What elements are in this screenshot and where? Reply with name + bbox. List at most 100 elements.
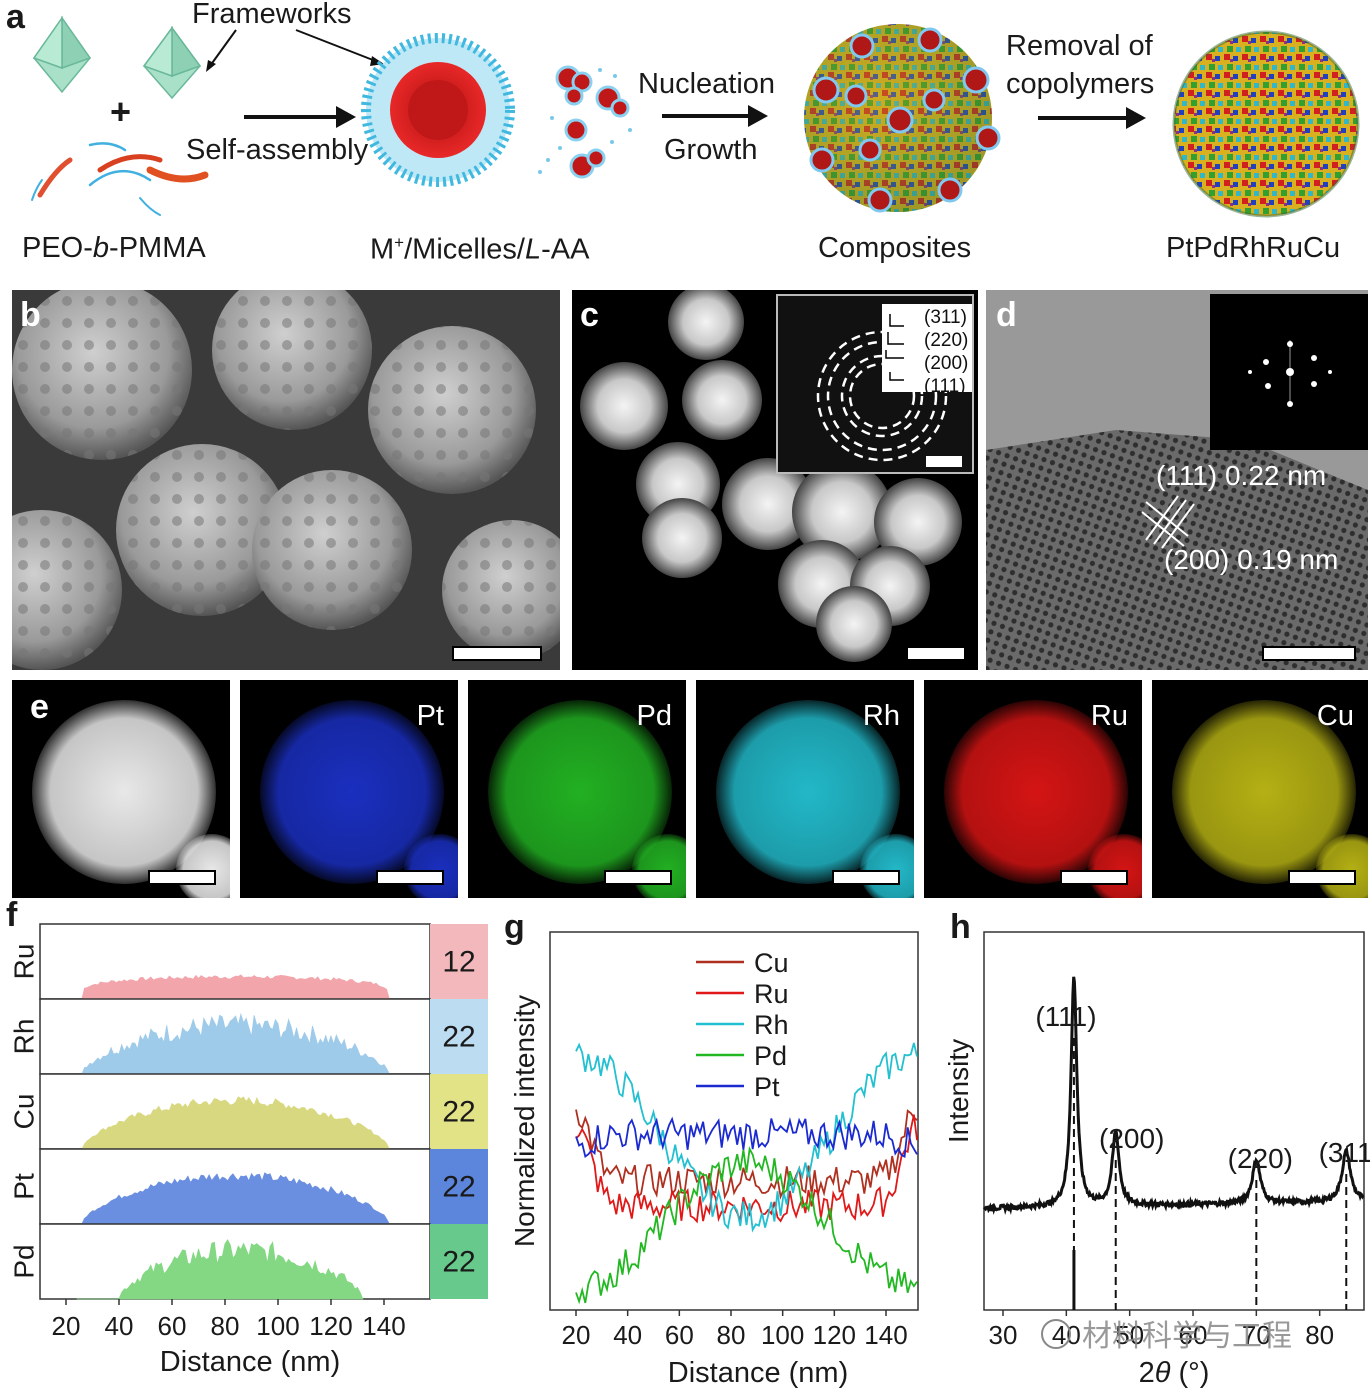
composition-value: 12 [442, 946, 475, 979]
x-tick-label: 140 [362, 1311, 405, 1341]
x-tick-label: 20 [52, 1311, 81, 1341]
legend-label: Cu [754, 948, 789, 978]
profile-area-pt [76, 1172, 390, 1225]
x-tick-label: 120 [813, 1320, 856, 1350]
panel-e-label: e [30, 688, 49, 726]
composites-label: Composites [818, 232, 972, 264]
composition-value: 22 [442, 1096, 475, 1129]
xrd-curve [982, 976, 1365, 1216]
x-tick-label: 100 [761, 1320, 804, 1350]
profile-element-label: Ru [8, 944, 39, 980]
eds-map-rh: Rh [696, 680, 914, 898]
profile-area-pd [76, 1239, 364, 1300]
x-tick-label: 50 [1115, 1320, 1144, 1350]
plot-frame [549, 931, 919, 1311]
panel-d-label: d [996, 296, 1017, 334]
eds-map-pt: Pt [240, 680, 458, 898]
x-tick-label: 100 [256, 1311, 299, 1341]
eds-element-label: Cu [1316, 700, 1354, 732]
peak-index-label: (311) [1319, 1137, 1370, 1168]
panel-a-label: a [6, 0, 25, 36]
peak-index-label: (200) [1099, 1123, 1164, 1154]
wechat-icon [1041, 1319, 1071, 1349]
composition-value: 22 [442, 1171, 475, 1204]
scale-bar [604, 870, 672, 885]
nucleation-label: Nucleation [638, 68, 776, 100]
line-series-cu [575, 1109, 918, 1200]
peak-index-label: (111) [1035, 1001, 1096, 1032]
scale-bar [906, 646, 966, 661]
x-tick-label: 60 [665, 1320, 694, 1350]
scale-bar [1060, 870, 1128, 885]
profile-area-cu [76, 1096, 390, 1150]
line-series-ru [575, 1114, 918, 1224]
self-assembly-label: Self-assembly [186, 134, 369, 166]
profile-area-ru [76, 974, 390, 1000]
x-axis-title: Distance (nm) [160, 1346, 341, 1378]
profile-element-label: Pd [8, 1244, 39, 1278]
profile-area-rh [76, 1012, 390, 1075]
product-label: PtPdRhRuCu [1166, 232, 1341, 264]
fft-inset [1210, 294, 1368, 450]
scale-bar [832, 870, 900, 885]
nuclei-icon [555, 65, 630, 179]
plot-frame [983, 931, 1365, 1311]
saed-inset: (311) (220) (200) (111) [776, 294, 974, 474]
eds-map-cu: Cu [1152, 680, 1368, 898]
line-series-pt [575, 1116, 918, 1159]
scale-bar [148, 870, 216, 885]
x-tick-label: 40 [105, 1311, 134, 1341]
scale-bar [452, 646, 542, 661]
line-profile-stack-chart: Ru 12 Rh 22 Cu 22 Pt 22 Pd 22 20 40 60 80 100 120 140 Dis… [8, 923, 488, 1378]
framework-octahedron-icon [32, 15, 92, 94]
profile-element-label: Cu [8, 1094, 39, 1130]
watermark-text: 材料科学与工程 [1082, 1320, 1292, 1353]
eds-element-label: Pd [636, 700, 672, 732]
panel-h-label: h [950, 908, 971, 946]
panel-a-schematic [31, 15, 1360, 218]
profile-element-label: Pt [8, 1173, 39, 1200]
micelle-icon [361, 33, 515, 187]
micelles-label: M+/Micelles/L-AA [370, 233, 590, 266]
x-tick-label: 120 [309, 1311, 352, 1341]
composition-box [430, 999, 488, 1074]
eds-map-haadf [12, 680, 230, 898]
panel-f-label: f [6, 896, 18, 934]
composition-box [430, 1149, 488, 1224]
removal-label-line1: Removal of [1006, 30, 1153, 62]
saed-ring-label: (311) [924, 307, 967, 328]
panel-g-label: g [504, 908, 525, 946]
framework-octahedron-icon [142, 25, 202, 100]
composition-box [430, 1224, 488, 1299]
peak-index-label: (220) [1228, 1143, 1293, 1174]
removal-label-line2: copolymers [1006, 68, 1155, 100]
x-tick-label: 80 [1305, 1320, 1334, 1350]
x-tick-label: 140 [864, 1320, 907, 1350]
x-tick-label: 40 [613, 1320, 642, 1350]
legend-label: Pt [754, 1072, 780, 1102]
saed-ring-label: (200) [924, 353, 969, 374]
x-tick-label: 70 [1242, 1320, 1271, 1350]
x-tick-label: 20 [562, 1320, 591, 1350]
x-tick-label: 60 [158, 1311, 187, 1341]
product-sphere-icon [1172, 30, 1360, 218]
x-axis-title: Distance (nm) [668, 1357, 849, 1389]
composite-sphere-icon [804, 24, 1001, 213]
growth-label: Growth [664, 134, 758, 166]
lattice-fringe-200-label: (200) 0.19 nm [1164, 544, 1339, 575]
line-series-rh [575, 1042, 918, 1233]
eds-map-ru: Ru [924, 680, 1142, 898]
line-series-pd [575, 1146, 918, 1305]
lattice-fringe-111-label: (111) 0.22 nm [1156, 460, 1327, 491]
x-tick-label: 30 [989, 1320, 1018, 1350]
profile-element-label: Rh [8, 1019, 39, 1055]
composition-box [430, 924, 488, 999]
y-axis-title: Intensity [943, 1039, 974, 1143]
panel-c-label: c [580, 296, 599, 334]
panel-b-label: b [20, 296, 41, 334]
y-axis-title: Normalized intensity [509, 995, 540, 1247]
frameworks-label: Frameworks [192, 0, 352, 30]
eds-element-label: Rh [862, 700, 900, 732]
